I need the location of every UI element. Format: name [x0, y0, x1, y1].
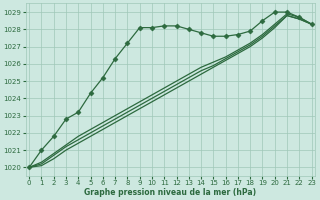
X-axis label: Graphe pression niveau de la mer (hPa): Graphe pression niveau de la mer (hPa): [84, 188, 256, 197]
